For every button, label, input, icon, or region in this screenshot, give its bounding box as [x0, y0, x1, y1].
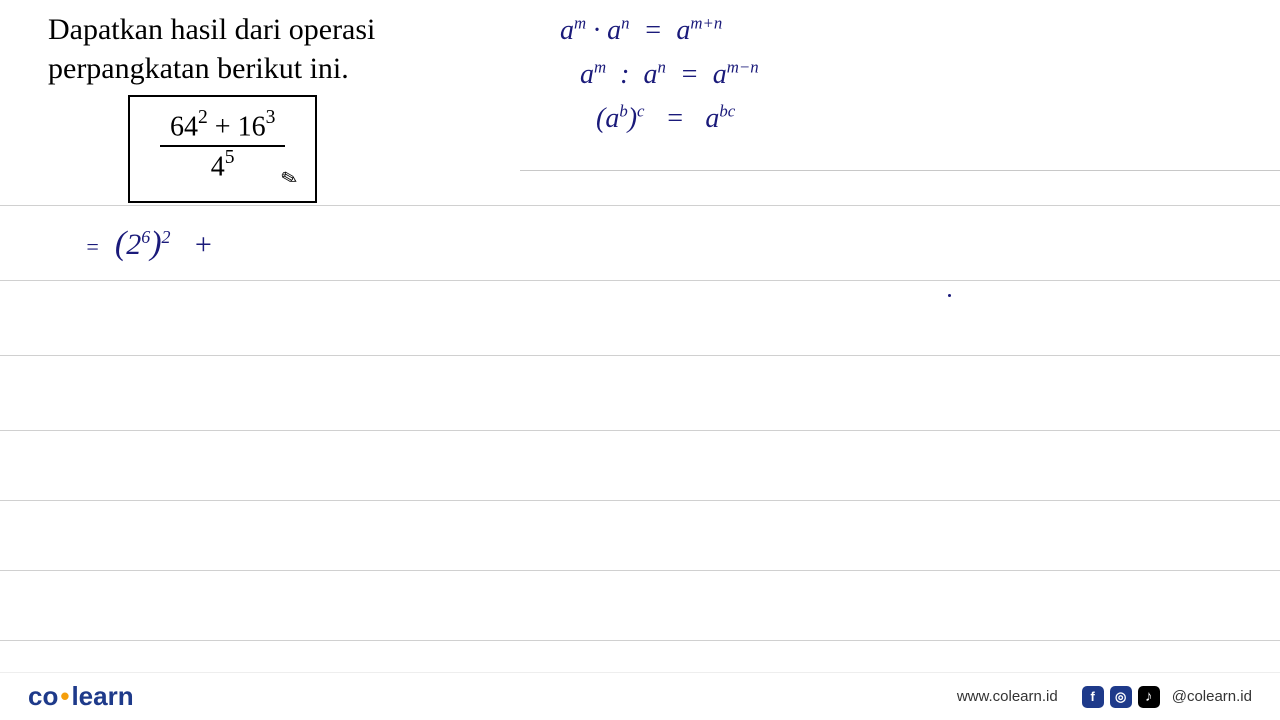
formula-denominator: 45 [160, 147, 285, 185]
facebook-icon: f [1082, 686, 1104, 708]
ruled-line [0, 355, 1280, 356]
logo: co•learn [28, 681, 134, 712]
footer-handle: @colearn.id [1172, 688, 1252, 705]
ruled-line [0, 205, 1280, 206]
work-step-1: = (26)2 + [85, 225, 213, 263]
rule-2: am : an = am−n [580, 54, 960, 96]
formula-box: 642 + 163 45 ✎ [128, 95, 317, 203]
logo-co: co [28, 681, 58, 711]
exponent-rules: am · an = am+n am : an = am−n (ab)c = ab… [560, 10, 960, 142]
logo-learn: learn [71, 681, 133, 711]
question-text: Dapatkan hasil dari operasi perpangkatan… [48, 10, 375, 88]
ruled-line [0, 640, 1280, 641]
rule-divider [520, 170, 1280, 171]
pencil-icon: ✎ [278, 164, 301, 192]
footer-url: www.colearn.id [957, 688, 1058, 705]
tiktok-icon: ♪ [1138, 686, 1160, 708]
rule-3: (ab)c = abc [596, 98, 960, 140]
ruled-line [0, 430, 1280, 431]
footer: co•learn www.colearn.id f ◎ ♪ @colearn.i… [0, 672, 1280, 720]
question-line-2: perpangkatan berikut ini. [48, 52, 349, 85]
formula-numerator: 642 + 163 [160, 107, 285, 147]
formula-fraction: 642 + 163 45 [160, 107, 285, 186]
instagram-icon: ◎ [1110, 686, 1132, 708]
ruled-line [0, 500, 1280, 501]
social-icons: f ◎ ♪ @colearn.id [1082, 686, 1252, 708]
question-line-1: Dapatkan hasil dari operasi [48, 13, 375, 46]
rule-1: am · an = am+n [560, 10, 960, 52]
content-area: Dapatkan hasil dari operasi perpangkatan… [0, 0, 1280, 680]
stray-dot [948, 294, 951, 297]
ruled-line [0, 280, 1280, 281]
logo-dot: • [60, 681, 69, 711]
ruled-line [0, 570, 1280, 571]
